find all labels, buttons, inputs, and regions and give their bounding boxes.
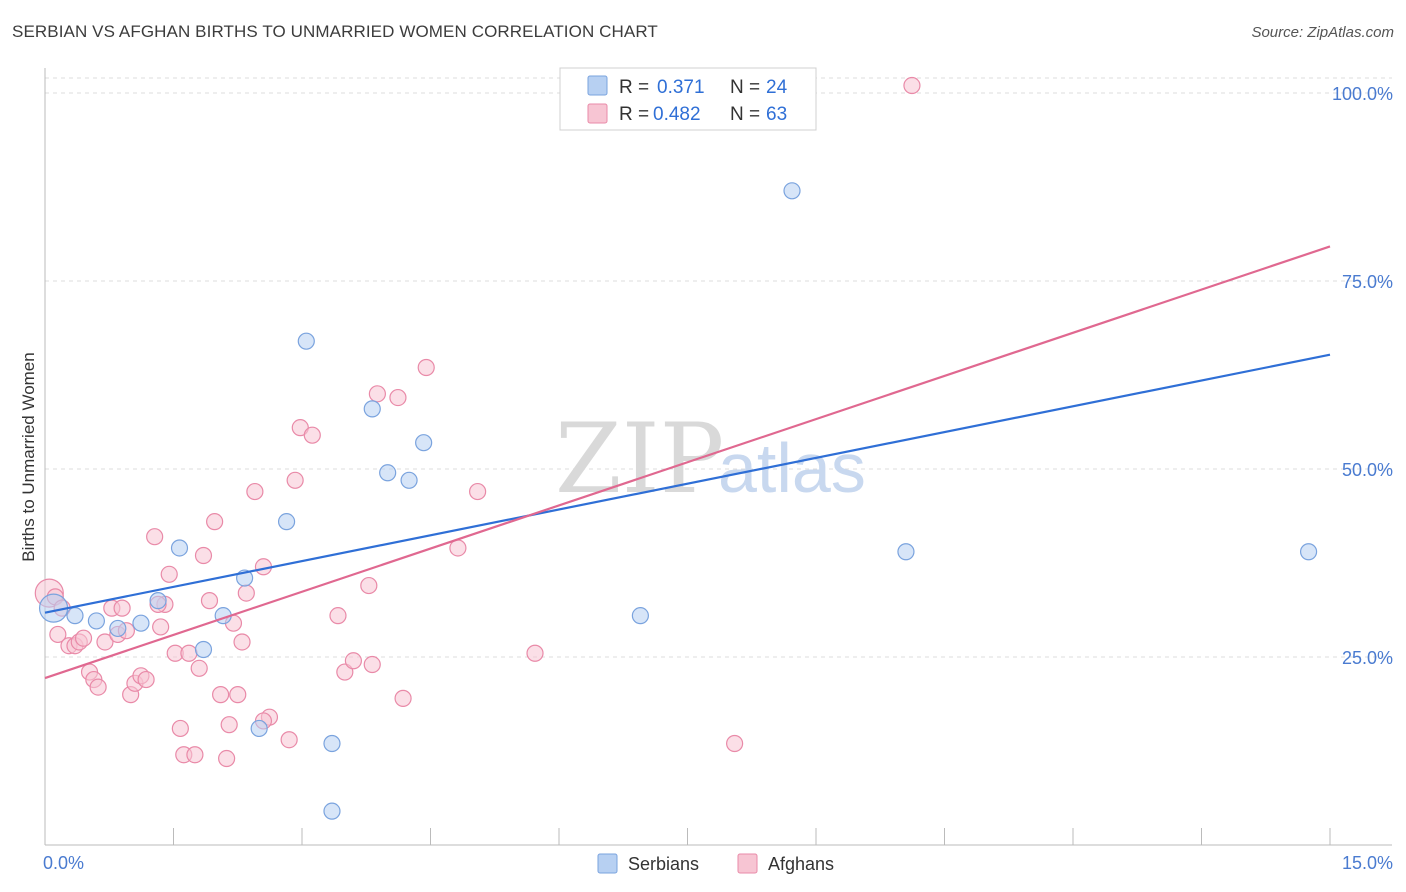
point-serbians <box>250 719 268 738</box>
point-afghans <box>218 749 236 768</box>
point-afghans <box>526 644 544 662</box>
point-serbians <box>87 612 106 630</box>
point-serbians <box>323 734 341 753</box>
point-serbians <box>323 802 341 820</box>
point-afghans <box>74 629 93 647</box>
point-serbians <box>783 182 801 200</box>
point-afghans <box>246 482 264 501</box>
legend-r-label-afghans: R = <box>619 104 649 125</box>
legend-swatch-serbians <box>587 75 608 96</box>
legend-swatch-afghans <box>587 103 608 124</box>
legend-r-value-afghans: 0.482 <box>653 104 701 125</box>
point-afghans <box>190 659 208 677</box>
point-afghans <box>160 565 178 583</box>
point-afghans <box>726 734 744 753</box>
watermark: ZIP atlas <box>555 403 866 515</box>
point-serbians <box>149 592 167 610</box>
point-afghans <box>280 731 298 749</box>
point-serbians <box>400 471 418 489</box>
point-afghans <box>137 670 155 689</box>
point-serbians <box>897 543 915 561</box>
y-tick-label: 50.0% <box>1342 460 1393 480</box>
point-afghans <box>229 686 247 704</box>
point-afghans <box>206 513 224 531</box>
point-afghans <box>200 592 219 610</box>
chart-source: Source: ZipAtlas.com <box>1251 24 1394 41</box>
point-serbians <box>132 614 150 632</box>
point-afghans <box>171 719 189 738</box>
legend-r-label-serbians: R = <box>619 77 649 98</box>
legend-n-label-afghans: N = <box>730 104 760 125</box>
point-afghans <box>286 471 304 489</box>
point-afghans <box>220 716 238 734</box>
bottom-legend-swatch-serbians <box>597 853 618 874</box>
point-afghans <box>96 633 114 651</box>
point-afghans <box>389 388 407 407</box>
y-axis-label: Births to Unmarried Women <box>19 352 38 561</box>
axes-layer <box>44 68 1392 846</box>
bottom-legend: Serbians Afghans <box>597 853 834 874</box>
bottom-legend-swatch-afghans <box>737 853 758 874</box>
point-afghans <box>344 652 362 670</box>
point-serbians <box>277 513 296 531</box>
point-serbians <box>297 332 315 350</box>
legend-n-value-serbians: 24 <box>766 77 788 98</box>
point-serbians <box>415 434 433 452</box>
point-afghans <box>49 625 67 644</box>
y-tick-label: 100.0% <box>1332 84 1393 104</box>
point-serbians <box>170 539 189 557</box>
y-tick-label: 75.0% <box>1342 272 1393 292</box>
trend-layer <box>44 245 1331 680</box>
point-serbians <box>1299 543 1318 561</box>
point-serbians <box>109 619 127 638</box>
point-serbians <box>66 607 84 625</box>
trendline-afghans <box>44 245 1331 680</box>
point-afghans <box>903 76 921 95</box>
legend-n-label-serbians: N = <box>730 77 760 98</box>
bottom-legend-serbians: Serbians <box>628 854 699 874</box>
legend-box: R = 0.371 N = 24 R = 0.482 N = 63 <box>559 67 817 131</box>
points-layer <box>34 76 1318 820</box>
point-afghans <box>368 385 386 403</box>
x-tick-label-end: 15.0% <box>1342 853 1393 873</box>
x-tick-label-start: 0.0% <box>43 853 84 873</box>
trendline-serbians <box>44 353 1331 614</box>
watermark-atlas: atlas <box>718 429 866 507</box>
point-afghans <box>303 426 321 444</box>
y-tick-label: 25.0% <box>1342 648 1393 668</box>
legend-n-value-afghans: 63 <box>766 104 787 125</box>
point-afghans <box>363 655 381 674</box>
point-afghans <box>233 633 251 651</box>
point-serbians <box>363 400 381 418</box>
point-afghans <box>180 644 198 662</box>
point-afghans <box>194 546 213 565</box>
chart-title: SERBIAN VS AFGHAN BIRTHS TO UNMARRIED WO… <box>12 22 658 41</box>
point-serbians <box>631 607 649 625</box>
point-afghans <box>146 528 164 546</box>
ticks-layer: 25.0% 50.0% 75.0% 100.0% 0.0% 15.0% <box>43 84 1393 873</box>
bottom-legend-afghans: Afghans <box>768 854 834 874</box>
point-afghans <box>113 599 131 617</box>
point-afghans <box>237 584 255 602</box>
point-afghans <box>329 607 347 625</box>
point-afghans <box>89 678 107 696</box>
point-afghans <box>212 686 230 704</box>
point-serbians <box>379 464 397 482</box>
point-afghans <box>360 576 378 595</box>
point-afghans <box>186 746 204 764</box>
point-afghans <box>152 618 170 636</box>
point-afghans <box>417 358 435 377</box>
point-afghans <box>469 482 487 501</box>
legend-r-value-serbians: 0.371 <box>657 77 705 98</box>
point-afghans <box>394 689 412 707</box>
point-serbians <box>194 640 213 659</box>
